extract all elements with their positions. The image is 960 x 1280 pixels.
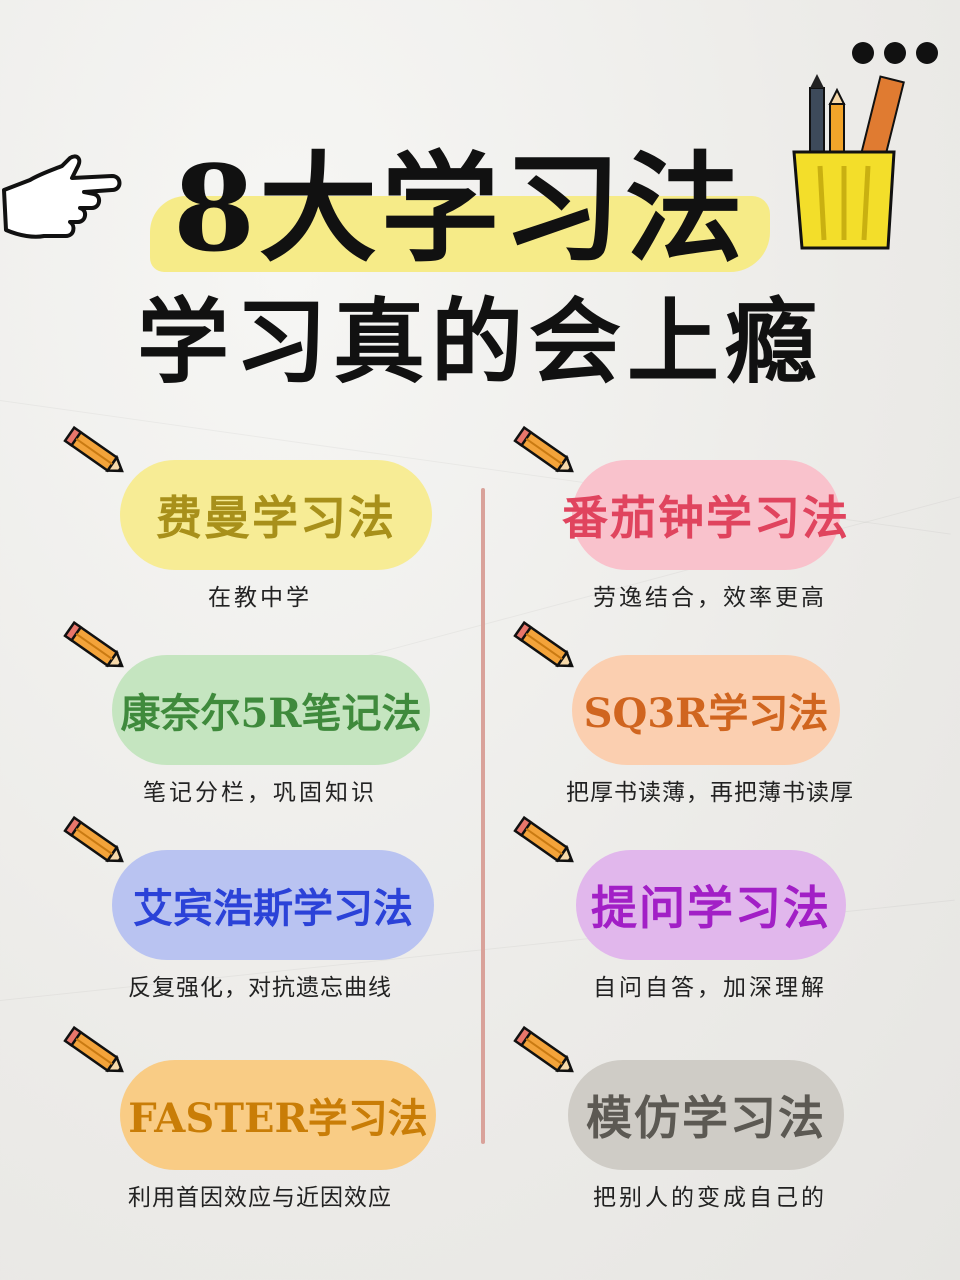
method-description: 劳逸结合，效率更高 <box>593 585 827 611</box>
method-card: FASTER学习法利用首因效应与近因效应 <box>50 1025 470 1211</box>
method-name: SQ3R学习法 <box>572 655 840 765</box>
method-description: 自问自答，加深理解 <box>593 975 827 1001</box>
method-name: 费曼学习法 <box>120 460 432 570</box>
method-name: FASTER学习法 <box>120 1060 436 1170</box>
method-card: 提问学习法自问自答，加深理解 <box>500 815 920 1001</box>
pencil-icon <box>60 812 130 872</box>
method-card: 艾宾浩斯学习法反复强化，对抗遗忘曲线 <box>50 815 470 1001</box>
method-name: 提问学习法 <box>576 850 846 960</box>
method-card: 番茄钟学习法劳逸结合，效率更高 <box>500 425 920 611</box>
pencil-icon <box>510 422 580 482</box>
center-divider <box>481 488 485 1144</box>
title-text-1: 8大学习法 <box>172 138 748 278</box>
method-card: 康奈尔5R笔记法笔记分栏，巩固知识 <box>50 620 470 806</box>
title-line-2: 学习真的会上瘾 <box>136 288 823 396</box>
title-highlight <box>150 196 770 272</box>
pencil-icon <box>510 1022 580 1082</box>
method-description: 把厚书读薄，再把薄书读厚 <box>566 780 854 806</box>
pencil-icon <box>60 617 130 677</box>
more-dots-icon[interactable] <box>852 42 938 64</box>
method-name: 番茄钟学习法 <box>562 460 848 570</box>
method-description: 在教中学 <box>208 585 312 611</box>
pencil-icon <box>510 812 580 872</box>
method-card: 费曼学习法在教中学 <box>50 425 470 611</box>
method-name: 艾宾浩斯学习法 <box>112 850 434 960</box>
pointing-hand-icon <box>2 154 122 239</box>
pencil-icon <box>60 1022 130 1082</box>
pencil-icon <box>60 422 130 482</box>
method-description: 把别人的变成自己的 <box>593 1185 827 1211</box>
method-name: 康奈尔5R笔记法 <box>112 655 430 765</box>
method-description: 反复强化，对抗遗忘曲线 <box>128 975 392 1001</box>
title-line-1: 8大学习法 <box>150 118 770 278</box>
method-card: 模仿学习法把别人的变成自己的 <box>500 1025 920 1211</box>
pencil-icon <box>510 617 580 677</box>
method-description: 利用首因效应与近因效应 <box>128 1185 392 1211</box>
method-name: 模仿学习法 <box>568 1060 844 1170</box>
method-card: SQ3R学习法把厚书读薄，再把薄书读厚 <box>500 620 920 806</box>
pencil-cup-icon <box>792 74 905 250</box>
method-description: 笔记分栏，巩固知识 <box>143 780 377 806</box>
